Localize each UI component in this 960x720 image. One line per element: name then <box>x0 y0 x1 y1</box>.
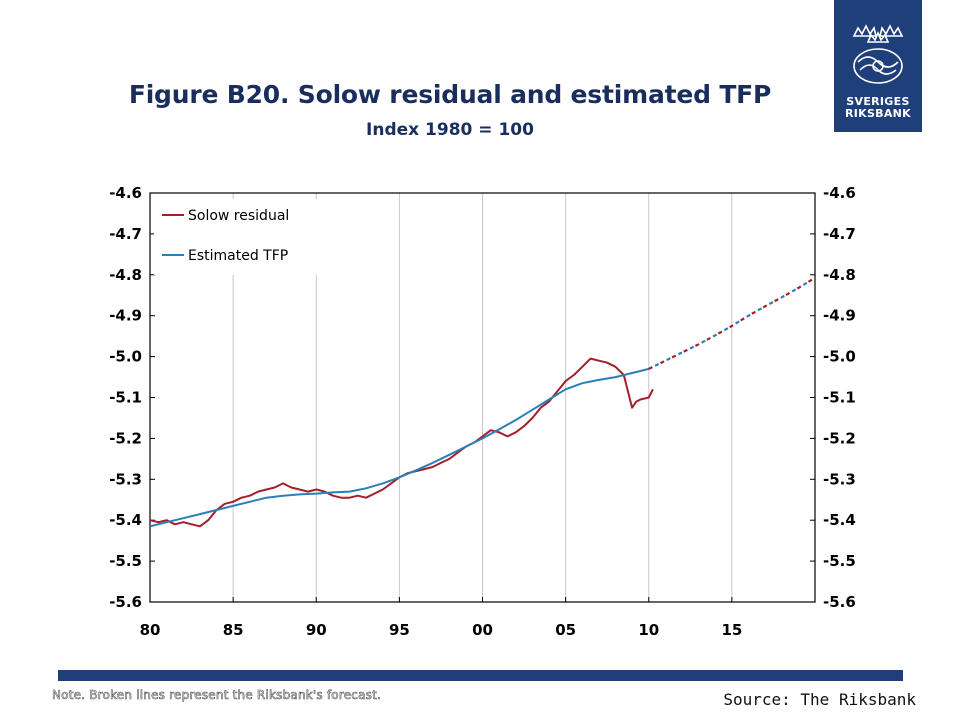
x-tick-label: 15 <box>721 621 742 639</box>
y-tick-label-left: -4.7 <box>109 225 142 243</box>
y-tick-label-left: -5.6 <box>109 593 142 611</box>
logo-text-line2: RIKSBANK <box>844 107 912 120</box>
y-tick-label-left: -4.8 <box>109 266 142 284</box>
x-tick-label: 90 <box>306 621 327 639</box>
logo-text-line1: SVERIGES <box>846 95 910 108</box>
y-tick-label-right: -5.0 <box>823 348 856 366</box>
y-tick-label-right: -4.8 <box>823 266 856 284</box>
forecast-line-alt <box>648 277 814 370</box>
legend-box <box>154 199 322 275</box>
x-tick-label: 80 <box>140 621 161 639</box>
y-tick-label-left: -5.4 <box>109 511 142 529</box>
legend-label: Estimated TFP <box>188 248 288 264</box>
y-tick-label-right: -4.6 <box>823 184 856 202</box>
page-title: Figure B20. Solow residual and estimated… <box>128 80 772 109</box>
crown-emblem-icon <box>852 24 904 84</box>
y-tick-label-right: -4.9 <box>823 307 856 325</box>
x-tick-label: 85 <box>223 621 244 639</box>
y-tick-label-right: -5.6 <box>823 593 856 611</box>
series-line-estimated-tfp <box>149 367 650 528</box>
y-tick-label-left: -4.6 <box>109 184 142 202</box>
y-tick-label-right: -4.7 <box>823 225 856 243</box>
y-tick-label-right: -5.1 <box>823 389 856 407</box>
x-tick-label: 10 <box>638 621 659 639</box>
y-tick-label-left: -5.3 <box>109 470 142 488</box>
source-label: Source: The Riksbank <box>723 690 916 709</box>
x-tick-label: 00 <box>472 621 493 639</box>
y-tick-label-right: -5.4 <box>823 511 856 529</box>
x-tick-label: 05 <box>555 621 576 639</box>
riksbank-logo: SVERIGES RIKSBANK <box>834 0 922 132</box>
y-tick-label-left: -5.0 <box>109 348 142 366</box>
y-tick-label-right: -5.5 <box>823 552 856 570</box>
page-subtitle: Index 1980 = 100 <box>366 120 534 140</box>
y-tick-label-right: -5.2 <box>823 429 856 447</box>
series-line-solow-residual <box>149 357 654 528</box>
y-tick-label-left: -5.2 <box>109 429 142 447</box>
footer-bar <box>58 670 903 681</box>
x-tick-label: 95 <box>389 621 410 639</box>
y-tick-label-left: -4.9 <box>109 307 142 325</box>
y-tick-label-left: -5.5 <box>109 552 142 570</box>
legend-label: Solow residual <box>188 208 289 224</box>
y-tick-label-left: -5.1 <box>109 389 142 407</box>
y-tick-label-right: -5.3 <box>823 470 856 488</box>
footnote: Note. Broken lines represent the Riksban… <box>52 688 382 703</box>
